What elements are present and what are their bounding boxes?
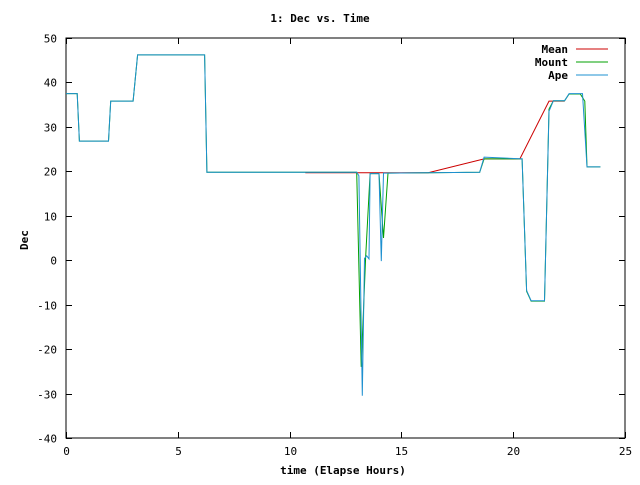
x-tick-label: 20 <box>507 445 520 458</box>
y-tick-label: -10 <box>37 300 57 313</box>
y-tick-label: 0 <box>50 255 57 268</box>
y-tick-label: 30 <box>44 122 57 135</box>
y-tick-label: -20 <box>37 344 57 357</box>
plot-area: 0 5 10 15 20 25 -40 -30 -20 -10 0 10 20 30 40 50 <box>37 33 632 459</box>
x-tick-label: 10 <box>284 445 297 458</box>
x-tick-label: 5 <box>175 445 182 458</box>
x-axis-label: time (Elapse Hours) <box>280 464 406 477</box>
y-tick-label: 50 <box>44 33 57 46</box>
series-line-mean <box>305 100 565 174</box>
plot-frame <box>65 37 626 439</box>
x-tick-label: 0 <box>63 445 70 458</box>
series-line-mount <box>66 54 601 367</box>
x-tick-label: 15 <box>395 445 408 458</box>
x-tick-label: 25 <box>619 445 632 458</box>
series-line-ape <box>66 54 601 396</box>
y-tick-label: -30 <box>37 389 57 402</box>
y-tick-label: -40 <box>37 433 57 446</box>
y-tick-label: 20 <box>44 166 57 179</box>
y-tick-label: 40 <box>44 77 57 90</box>
legend-label-ape: Ape <box>548 69 568 82</box>
legend-label-mount: Mount <box>535 56 568 69</box>
legend-label-mean: Mean <box>542 43 569 56</box>
y-tick-label: 10 <box>44 211 57 224</box>
y-axis-label: Dec <box>18 230 31 250</box>
chart-title: 1: Dec vs. Time <box>270 12 370 25</box>
